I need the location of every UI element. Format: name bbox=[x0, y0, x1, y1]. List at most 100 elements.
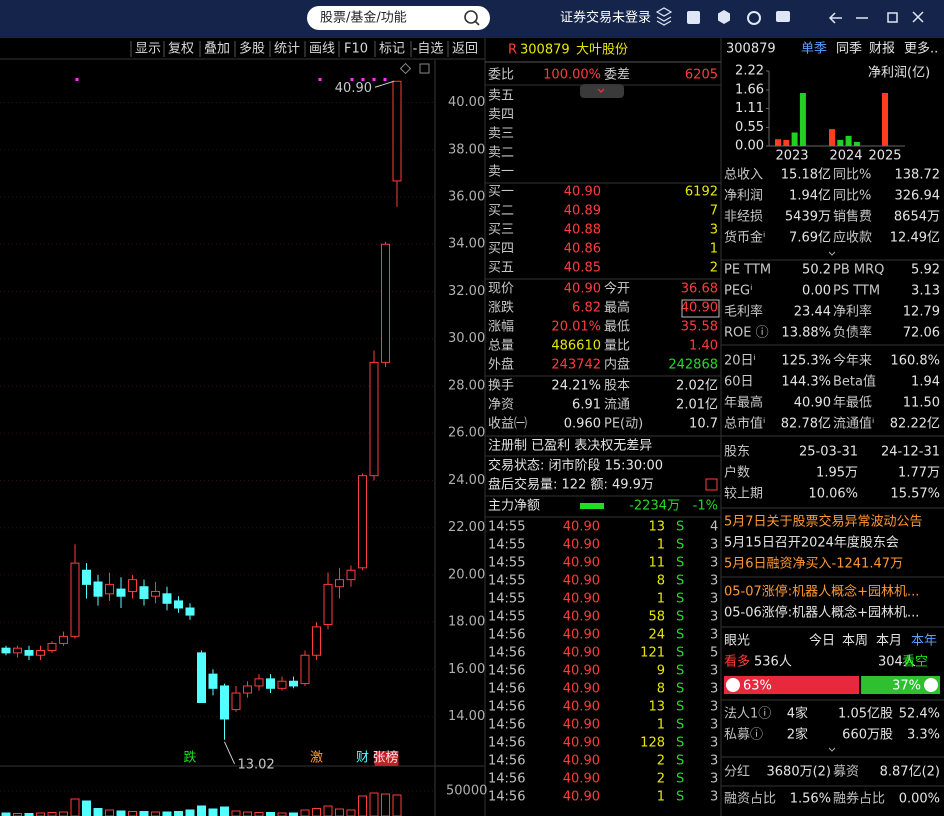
field-label: 最低 bbox=[604, 320, 630, 335]
bull-icon[interactable] bbox=[726, 678, 740, 692]
tick-cell: S bbox=[676, 772, 684, 787]
tick-cell: 40.90 bbox=[563, 700, 600, 715]
signal-dot bbox=[75, 78, 79, 81]
bar bbox=[775, 139, 781, 146]
field-label: PS TTM bbox=[833, 284, 880, 299]
field-value: 15.18亿 bbox=[781, 168, 831, 183]
field-label: 内盘 bbox=[604, 357, 630, 373]
field-value: 50.2 bbox=[802, 263, 831, 278]
toolbar-button[interactable]: 多股 bbox=[239, 41, 265, 57]
chart-icon[interactable] bbox=[705, 478, 718, 491]
field-value: 25-03-31 bbox=[799, 445, 858, 460]
volume-bar bbox=[185, 809, 195, 816]
y-tick-label: 20.00 bbox=[448, 567, 485, 582]
bull-bar bbox=[724, 676, 860, 694]
tab[interactable]: 同季 bbox=[836, 42, 862, 57]
login-status[interactable]: 证券交易未登录 bbox=[560, 10, 651, 26]
toolbar-button[interactable]: 画线 bbox=[309, 42, 335, 57]
event-marker[interactable]: 激 bbox=[310, 751, 323, 766]
close-button[interactable] bbox=[912, 11, 924, 23]
field-value: 82.22亿 bbox=[890, 417, 940, 432]
news-item[interactable]: 5月6日融资净买入-1241.47万 bbox=[724, 557, 903, 572]
period-tab[interactable]: 本月 bbox=[876, 634, 902, 649]
volume-bar bbox=[24, 813, 34, 816]
tick-cell: S bbox=[676, 610, 684, 625]
icon[interactable] bbox=[655, 7, 673, 26]
search-box[interactable] bbox=[307, 6, 490, 30]
toolbar-button[interactable]: 叠加 bbox=[204, 42, 230, 57]
bid-volume: 3 bbox=[710, 223, 718, 238]
field-label: 今开 bbox=[604, 281, 630, 297]
tick-cell: 40.90 bbox=[563, 790, 600, 805]
field-label: PEGⁱ bbox=[724, 284, 752, 299]
search-icon bbox=[474, 20, 480, 26]
period-tab[interactable]: 本周 bbox=[842, 634, 868, 649]
margin-cell: 融资占比 bbox=[724, 792, 776, 807]
event-marker[interactable]: 跌 bbox=[183, 750, 196, 766]
toolbar-button[interactable]: F10 bbox=[344, 42, 368, 57]
toolbar-button[interactable]: -自选 bbox=[413, 42, 444, 57]
toolbar-button[interactable]: 显示 bbox=[135, 42, 161, 57]
expand-arrow[interactable] bbox=[828, 251, 836, 256]
maximize-button[interactable] bbox=[887, 12, 898, 23]
tick-cell: 14:56 bbox=[488, 736, 525, 751]
tab[interactable]: 更多.. bbox=[904, 41, 938, 57]
limit-up-item[interactable]: 05-06涨停:机器人概念+园林机... bbox=[724, 605, 919, 621]
bid-label: 买三 bbox=[488, 223, 514, 238]
bid-volume: 1 bbox=[710, 242, 718, 257]
candle-body bbox=[243, 685, 252, 694]
event-marker[interactable]: 财 bbox=[356, 751, 369, 766]
tab[interactable]: 财报 bbox=[869, 42, 895, 57]
stock-code: 300879 bbox=[520, 43, 570, 58]
bear-icon[interactable] bbox=[924, 678, 938, 692]
candle-body bbox=[335, 579, 344, 588]
field-value: 1.77万 bbox=[898, 466, 940, 481]
search-placeholder[interactable]: 股票/基金/功能 bbox=[320, 10, 407, 26]
period-tab[interactable]: 今日 bbox=[809, 633, 835, 649]
panel-icon[interactable] bbox=[419, 63, 430, 74]
icon[interactable] bbox=[776, 11, 790, 22]
tick-cell: S bbox=[676, 664, 684, 679]
signal-dot bbox=[361, 78, 365, 81]
toolbar-button[interactable]: 统计 bbox=[274, 42, 300, 57]
marker-bg bbox=[374, 751, 399, 766]
toolbar-button[interactable]: 标记 bbox=[379, 42, 405, 57]
tick-cell: 11 bbox=[648, 556, 665, 571]
event-marker[interactable]: 张榜 bbox=[372, 750, 398, 766]
bid-price: 40.85 bbox=[564, 261, 601, 276]
tick-cell: 14:56 bbox=[488, 772, 525, 787]
bid-price: 40.88 bbox=[564, 223, 601, 238]
icon[interactable] bbox=[747, 11, 761, 25]
field-value: 6.91 bbox=[572, 398, 601, 413]
icon[interactable] bbox=[718, 10, 730, 24]
bid-label: 买二 bbox=[488, 204, 514, 219]
news-item[interactable]: 5月7日关于股票交易异常波动公告 bbox=[724, 514, 923, 530]
tick-cell: 40.90 bbox=[563, 646, 600, 661]
field-value: 5439万 bbox=[785, 210, 831, 225]
chart-title: 净利润(亿) bbox=[868, 66, 930, 81]
candle-body bbox=[36, 650, 45, 656]
field-label: 20日ⁱ bbox=[724, 354, 756, 369]
icon[interactable] bbox=[687, 11, 700, 24]
tick-cell: 58 bbox=[648, 610, 665, 625]
field-label: 股本 bbox=[604, 379, 630, 394]
bear-count: 304人 bbox=[878, 655, 916, 670]
news-item[interactable]: 5月15日召开2024年度股东会 bbox=[724, 535, 899, 551]
search-icon[interactable] bbox=[464, 10, 478, 24]
limit-up-item[interactable]: 05-07涨停:机器人概念+园林机... bbox=[724, 584, 919, 600]
candle-body bbox=[358, 475, 367, 569]
tick-cell: 40.90 bbox=[563, 610, 600, 625]
toolbar-button[interactable]: 返回 bbox=[452, 42, 478, 57]
toolbar-button[interactable]: 复权 bbox=[168, 41, 194, 57]
tab[interactable]: 单季 bbox=[801, 42, 827, 57]
volume-bar bbox=[105, 809, 114, 816]
dividend-cell: 3680万(2) bbox=[767, 765, 832, 780]
tick-cell: S bbox=[676, 736, 684, 751]
field-value: 20.01% bbox=[551, 320, 601, 335]
period-tab[interactable]: 本年 bbox=[911, 634, 937, 649]
diamond-icon[interactable] bbox=[399, 62, 412, 75]
field-label: 同比% bbox=[833, 168, 871, 183]
expand-arrow[interactable] bbox=[828, 747, 836, 752]
high-annotation: 40.90 bbox=[335, 81, 372, 96]
back-button[interactable] bbox=[828, 12, 842, 24]
